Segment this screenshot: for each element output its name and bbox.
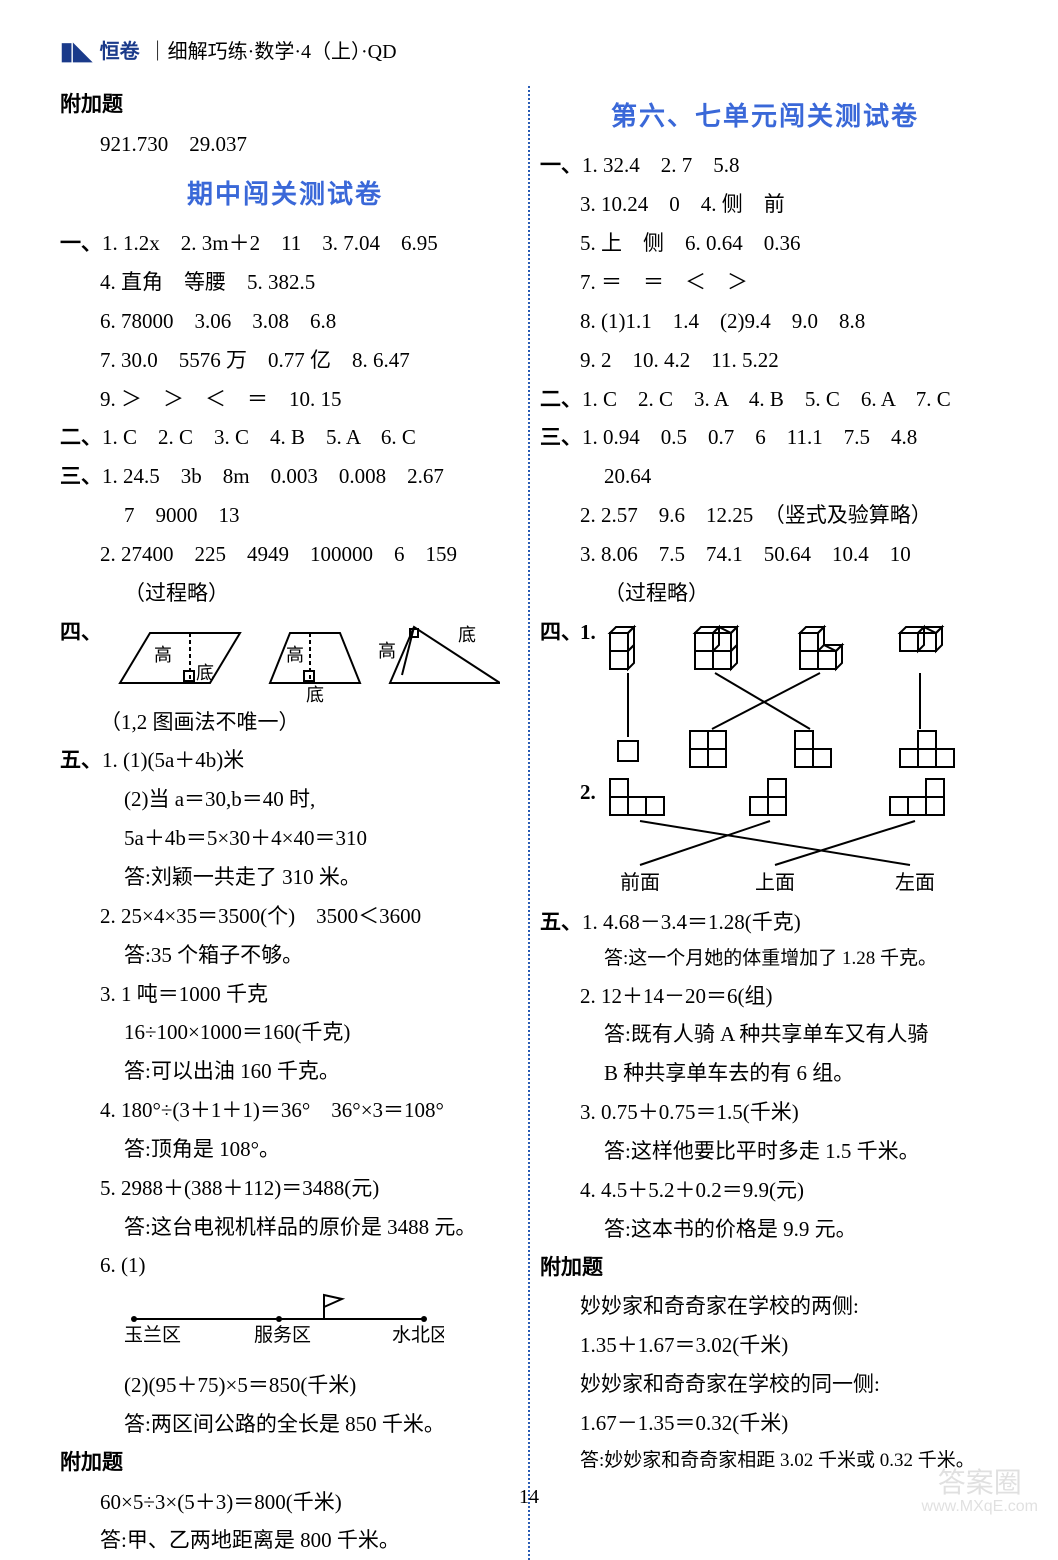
extra2-b: 答:甲、乙两地距离是 800 千米。 <box>60 1521 510 1560</box>
r-s3-l1b: 20.64 <box>540 457 990 496</box>
s5-q3a: 3. 1 吨＝1000 千克 <box>60 975 510 1014</box>
s3-l1: 三、1. 24.5 3b 8m 0.003 0.008 2.67 <box>60 457 510 496</box>
right-column: 第六、七单元闯关测试卷 一、1. 32.4 2. 7 5.8 3. 10.24 … <box>540 86 990 1560</box>
r-s3-l1: 三、1. 0.94 0.5 0.7 6 11.1 7.5 4.8 <box>540 418 990 457</box>
s5-q3c: 答:可以出油 160 千克。 <box>60 1052 510 1091</box>
s5-q5a: 5. 2988＋(388＋112)＝3488(元) <box>60 1169 510 1208</box>
r-s3-l2: 2. 2.57 9.6 12.25 （竖式及验算略） <box>540 496 990 535</box>
r-e3: 妙妙家和奇奇家在学校的同一侧: <box>540 1365 990 1404</box>
r-s4-fig1 <box>600 613 980 773</box>
r-e1: 妙妙家和奇奇家在学校的两侧: <box>540 1287 990 1326</box>
r-s4-q1-row: 四、 1. <box>540 613 990 773</box>
s5-q1c: 5a＋4b＝5×30＋4×40＝310 <box>60 819 510 858</box>
s4-label: 四、 <box>60 613 100 652</box>
s5-q4a: 4. 180°÷(3＋1＋1)＝36° 36°×3＝108° <box>60 1091 510 1130</box>
s1-l4: 7. 30.0 5576 万 0.77 亿 8. 6.47 <box>60 341 510 380</box>
watermark-l1: 答案圈 <box>922 1468 1038 1499</box>
r-s4-q2-row: 2. 前面 上面 左面 <box>540 773 990 903</box>
left-column: 附加题 921.730 29.037 期中闯关测试卷 一、1. 1.2x 2. … <box>60 86 510 1560</box>
r-s2-l1: 二、1. C 2. C 3. A 4. B 5. C 6. A 7. C <box>540 380 990 419</box>
r-s1-l2: 3. 10.24 0 4. 侧 前 <box>540 185 990 224</box>
svg-text:高: 高 <box>378 641 396 661</box>
r-s5-q2b: 答:既有人骑 A 种共享单车又有人骑 <box>540 1015 990 1054</box>
s5-q6-figure: 玉兰区 服务区 水北区 <box>60 1289 510 1362</box>
r-s5-q4b: 答:这本书的价格是 9.9 元。 <box>540 1210 990 1249</box>
header-subtitle: ｜细解巧练·数学·4（上）·QD <box>148 34 397 71</box>
midterm-title: 期中闯关测试卷 <box>60 170 510 218</box>
r-s1-l4: 7. ＝ ＝ ＜ ＞ <box>540 263 990 302</box>
s1-l5: 9. ＞ ＞ ＜ ＝ 10. 15 <box>60 380 510 419</box>
svg-text:玉兰区: 玉兰区 <box>124 1324 181 1346</box>
watermark-l2: www.MXqE.com <box>922 1498 1038 1516</box>
r-s1-l5: 8. (1)1.1 1.4 (2)9.4 9.0 8.8 <box>540 302 990 341</box>
svg-text:底: 底 <box>458 625 476 645</box>
s3-l3: 2. 27400 225 4949 100000 6 159 <box>60 535 510 574</box>
svg-text:左面: 左面 <box>895 871 935 894</box>
brand-icon: ▮◣ <box>60 30 92 74</box>
s1-l3: 6. 78000 3.06 3.08 6.8 <box>60 302 510 341</box>
r-s5-q3b: 答:这样他要比平时多走 1.5 千米。 <box>540 1132 990 1171</box>
s5-q6c: 答:两区间公路的全长是 850 千米。 <box>60 1405 510 1444</box>
r-s5-q2c: B 种共享单车去的有 6 组。 <box>540 1054 990 1093</box>
s1-l1: 一、1. 1.2x 2. 3m＋2 11 3. 7.04 6.95 <box>60 224 510 263</box>
svg-text:服务区: 服务区 <box>254 1324 311 1346</box>
s3-l2: 7 9000 13 <box>60 496 510 535</box>
page-header: ▮◣ 恒卷 ｜细解巧练·数学·4（上）·QD <box>60 30 1008 74</box>
r-s5-q2a: 2. 12＋14－20＝6(组) <box>540 977 990 1016</box>
r-s1-l6: 9. 2 10. 4.2 11. 5.22 <box>540 341 990 380</box>
s5-q4b: 答:顶角是 108°。 <box>60 1130 510 1169</box>
svg-text:高: 高 <box>154 645 172 665</box>
svg-text:水北区: 水北区 <box>392 1324 444 1346</box>
page-number: 14 <box>0 1479 1058 1516</box>
r-s5-q4a: 4. 4.5＋5.2＋0.2＝9.9(元) <box>540 1171 990 1210</box>
r-extra-heading: 附加题 <box>540 1249 990 1288</box>
s5-q5b: 答:这台电视机样品的原价是 3488 元。 <box>60 1208 510 1247</box>
r-e2: 1.35＋1.67＝3.02(千米) <box>540 1326 990 1365</box>
s5-q2b: 答:35 个箱子不够。 <box>60 936 510 975</box>
r-s4-fig2: 前面 上面 左面 <box>600 773 980 903</box>
svg-text:底: 底 <box>306 685 324 703</box>
watermark: 答案圈 www.MXqE.com <box>922 1468 1038 1516</box>
content-columns: 附加题 921.730 29.037 期中闯关测试卷 一、1. 1.2x 2. … <box>60 86 1008 1560</box>
s5-q1b: (2)当 a＝30,b＝40 时, <box>60 780 510 819</box>
r-s5-q1b: 答:这一个月她的体重增加了 1.28 千克。 <box>540 941 990 976</box>
column-divider <box>528 86 530 1560</box>
s3-l4: （过程略） <box>60 574 510 613</box>
r-s1-l1: 一、1. 32.4 2. 7 5.8 <box>540 146 990 185</box>
svg-text:前面: 前面 <box>620 871 660 894</box>
s5-q1a: 五、1. (1)(5a＋4b)米 <box>60 741 510 780</box>
s5-q6b: (2)(95＋75)×5＝850(千米) <box>60 1366 510 1405</box>
s5-q2a: 2. 25×4×35＝3500(个) 3500＜3600 <box>60 897 510 936</box>
r-s3-l3b: （过程略） <box>540 574 990 613</box>
s2-l1: 二、1. C 2. C 3. C 4. B 5. A 6. C <box>60 418 510 457</box>
extra-values: 921.730 29.037 <box>60 125 510 164</box>
s5-q1d: 答:刘颖一共走了 310 米。 <box>60 858 510 897</box>
svg-text:底: 底 <box>196 663 214 683</box>
extra-heading: 附加题 <box>60 86 510 125</box>
brand-text: 恒卷 <box>100 34 140 71</box>
r-s3-l3: 3. 8.06 7.5 74.1 50.64 10.4 10 <box>540 535 990 574</box>
s5-q6a: 6. (1) <box>60 1246 510 1285</box>
s5-q3b: 16÷100×1000＝160(千克) <box>60 1013 510 1052</box>
unit67-title: 第六、七单元闯关测试卷 <box>540 92 990 140</box>
svg-text:上面: 上面 <box>755 871 795 894</box>
r-e4: 1.67－1.35＝0.32(千米) <box>540 1404 990 1443</box>
svg-text:高: 高 <box>286 645 304 665</box>
r-s1-l3: 5. 上 侧 6. 0.64 0.36 <box>540 224 990 263</box>
s4-row: 四、 高 底 高 底 <box>60 613 510 703</box>
r-s5-q3a: 3. 0.75＋0.75＝1.5(千米) <box>540 1093 990 1132</box>
extra2-heading: 附加题 <box>60 1444 510 1483</box>
s1-l2: 4. 直角 等腰 5. 382.5 <box>60 263 510 302</box>
s4-note: （1,2 图画法不唯一） <box>60 703 510 742</box>
r-s5-q1a: 五、1. 4.68－3.4＝1.28(千克) <box>540 903 990 942</box>
s4-figure: 高 底 高 底 高 底 <box>100 613 500 703</box>
